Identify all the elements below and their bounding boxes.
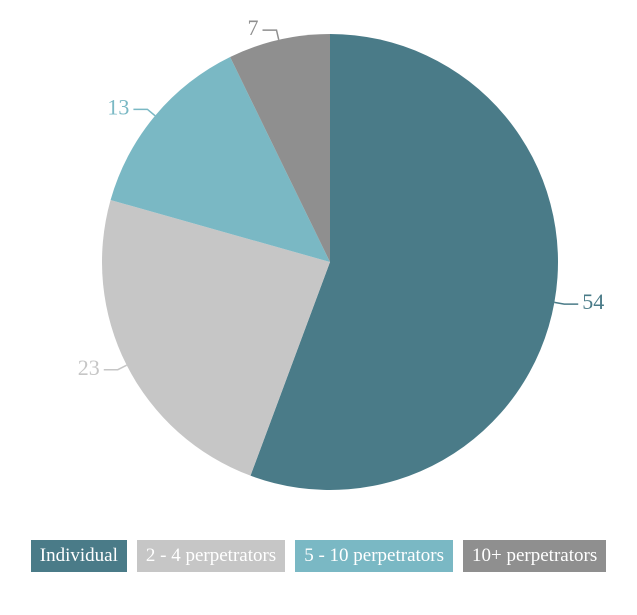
legend-item: 10+ perpetrators [463,540,607,572]
chart: 54 23 13 7 [78,15,604,490]
leader-line [103,364,128,371]
legend-item: 5 - 10 perpetrators [295,540,454,572]
pie-slice [230,34,330,262]
pie-slice [250,34,559,490]
data-label: 23 [78,355,100,380]
data-label: 7 [248,15,259,40]
leader-line [554,301,579,305]
pie-slice [110,57,330,262]
leader-line [133,108,156,117]
data-label: 13 [107,94,129,119]
legend: Individual 2 - 4 perpetrators 5 - 10 perpe… [0,540,637,572]
data-label: 54 [582,289,604,314]
leader-line [262,29,280,41]
pie-slice [102,200,330,476]
legend-item: 2 - 4 perpetrators [136,540,286,572]
legend-item: Individual [30,540,127,572]
